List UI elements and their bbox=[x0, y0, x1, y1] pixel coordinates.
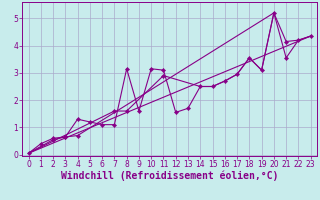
X-axis label: Windchill (Refroidissement éolien,°C): Windchill (Refroidissement éolien,°C) bbox=[61, 171, 278, 181]
